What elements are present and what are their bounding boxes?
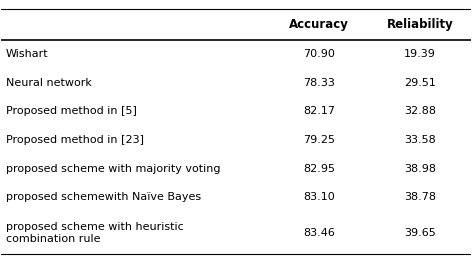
- Text: 32.88: 32.88: [404, 106, 436, 117]
- Text: Accuracy: Accuracy: [289, 18, 349, 31]
- Text: 39.65: 39.65: [405, 228, 436, 238]
- Text: 82.95: 82.95: [303, 164, 335, 174]
- Text: 83.10: 83.10: [303, 192, 335, 202]
- Text: proposed scheme with majority voting: proposed scheme with majority voting: [6, 164, 220, 174]
- Text: 19.39: 19.39: [404, 49, 436, 59]
- Text: 38.78: 38.78: [404, 192, 436, 202]
- Text: 29.51: 29.51: [404, 78, 436, 88]
- Text: 33.58: 33.58: [405, 135, 436, 145]
- Text: proposed schemewith Naïve Bayes: proposed schemewith Naïve Bayes: [6, 192, 201, 202]
- Text: 82.17: 82.17: [303, 106, 335, 117]
- Text: 70.90: 70.90: [303, 49, 335, 59]
- Text: Neural network: Neural network: [6, 78, 92, 88]
- Text: Proposed method in [23]: Proposed method in [23]: [6, 135, 144, 145]
- Text: Proposed method in [5]: Proposed method in [5]: [6, 106, 137, 117]
- Text: 38.98: 38.98: [404, 164, 436, 174]
- Text: 83.46: 83.46: [303, 228, 335, 238]
- Text: 78.33: 78.33: [303, 78, 335, 88]
- Text: proposed scheme with heuristic
combination rule: proposed scheme with heuristic combinati…: [6, 222, 184, 244]
- Text: Reliability: Reliability: [387, 18, 454, 31]
- Text: 79.25: 79.25: [303, 135, 335, 145]
- Text: Wishart: Wishart: [6, 49, 49, 59]
